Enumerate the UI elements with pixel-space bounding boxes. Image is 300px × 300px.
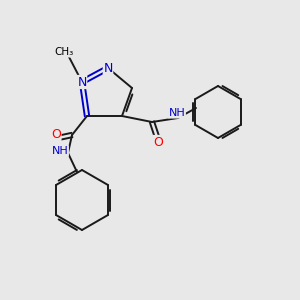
Text: O: O [153, 136, 163, 148]
Text: CH₃: CH₃ [54, 47, 74, 57]
Text: O: O [51, 128, 61, 142]
Text: NH: NH [52, 146, 68, 156]
Text: N: N [77, 76, 87, 88]
Text: N: N [103, 61, 113, 74]
Text: NH: NH [169, 108, 185, 118]
